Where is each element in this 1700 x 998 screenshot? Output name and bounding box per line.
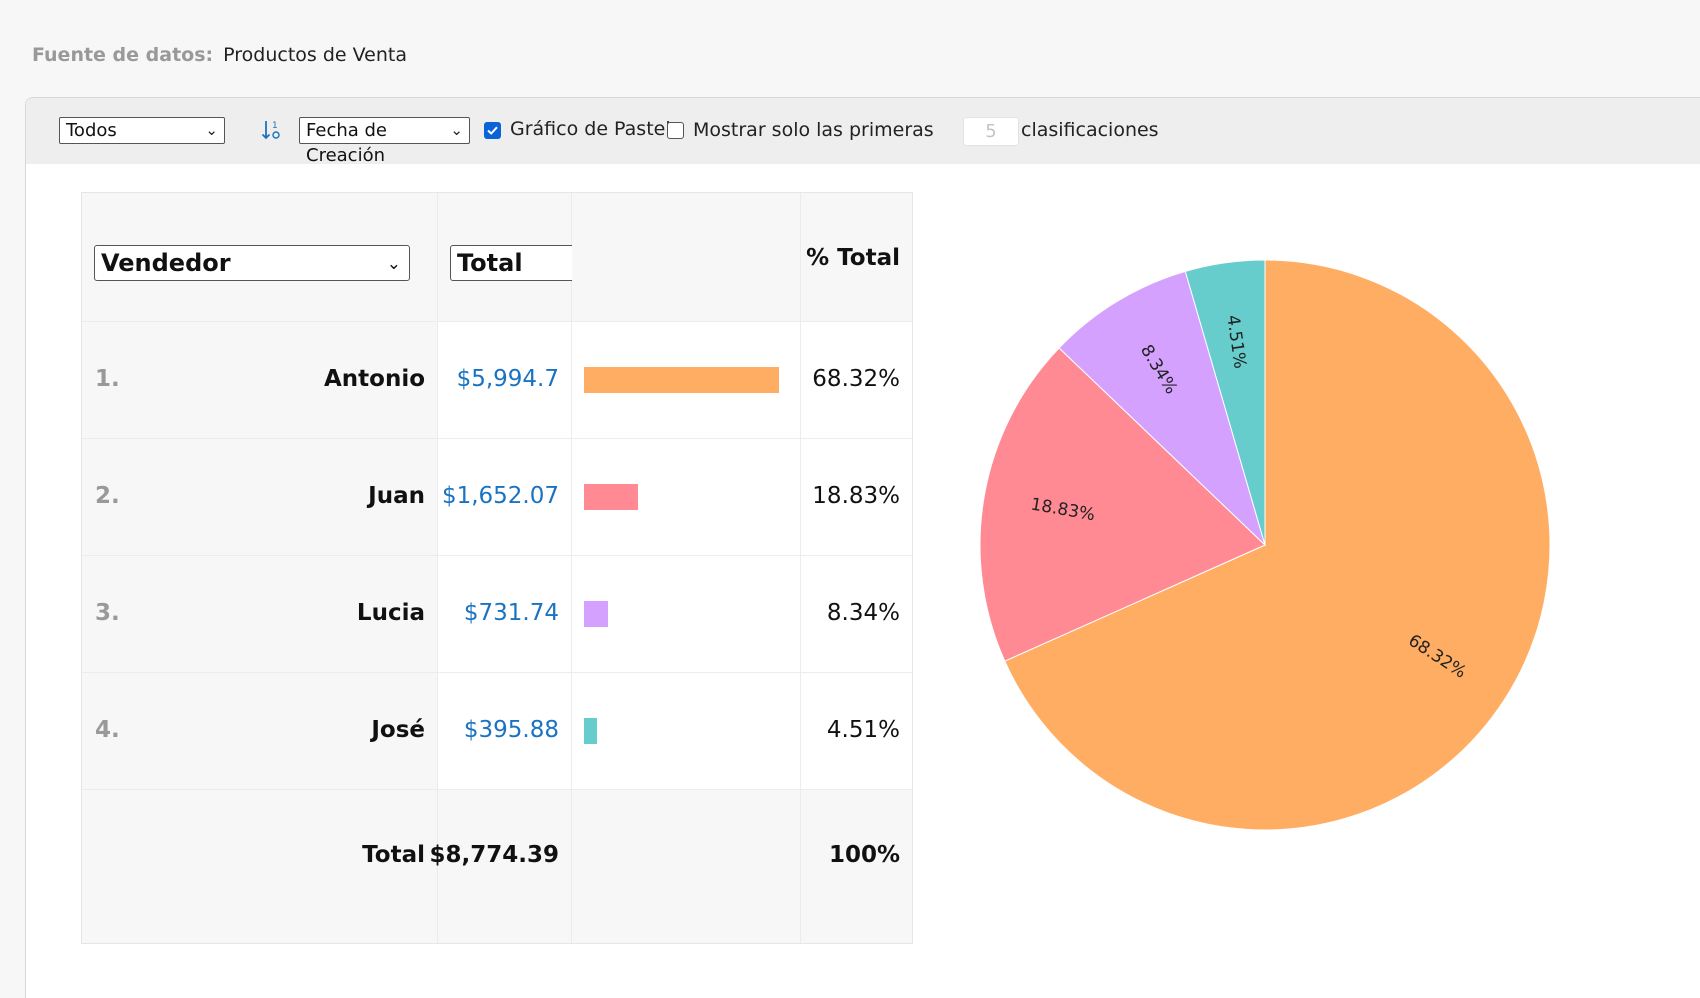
datasource-info: Fuente de datos: Productos de Venta [32, 44, 407, 66]
group-by-value: Vendedor [101, 249, 231, 277]
pie-slice-juan[interactable] [980, 347, 1266, 662]
rank-number: 1. [95, 366, 120, 392]
share-bar [584, 601, 608, 627]
footer-amount: $8,774.39 [429, 842, 560, 868]
checkmark-icon [487, 126, 498, 135]
rank-number: 4. [95, 717, 120, 743]
seller-pct: 18.83% [812, 483, 900, 509]
share-bar [584, 484, 638, 510]
pie-slice-lucia[interactable] [1058, 270, 1267, 547]
filter-select[interactable]: Todos ⌄ [59, 117, 225, 144]
pie-chart-label: Gráfico de Pastel [510, 118, 671, 140]
table-header: Vendedor ⌄ Total ⌄ % Total [82, 193, 912, 322]
seller-name: Antonio [323, 366, 425, 392]
svg-text:1: 1 [272, 121, 278, 131]
table-footer: Total $8,774.39 100% [82, 790, 912, 943]
group-by-select[interactable]: Vendedor ⌄ [94, 245, 410, 281]
topn-label-before: Mostrar solo las primeras [693, 119, 934, 141]
seller-pct: 68.32% [812, 366, 900, 392]
rank-number: 3. [95, 600, 120, 626]
footer-pct: 100% [828, 842, 900, 868]
seller-name: José [371, 717, 425, 743]
footer-label: Total [362, 842, 425, 868]
pie-chart: 68.32%18.83%8.34% 4.51% [980, 260, 1550, 830]
ranking-table: Vendedor ⌄ Total ⌄ % Total 1. Antonio $5,9… [81, 192, 913, 944]
seller-total-link[interactable]: $1,652.07 [441, 483, 559, 509]
seller-total-link[interactable]: $5,994.7 [456, 366, 559, 392]
share-bar [584, 718, 597, 744]
rank-number: 2. [95, 483, 120, 509]
toolbar: Todos ⌄ 1 Fecha de Creación ⌄ Gráfico de… [26, 98, 1700, 166]
pie-slice-josé[interactable] [1184, 260, 1266, 546]
seller-name: Lucia [356, 600, 425, 626]
filter-select-value: Todos [66, 120, 117, 141]
share-bar [584, 367, 779, 393]
date-select-value: Fecha de Creación [306, 120, 387, 166]
table-row[interactable]: 3. Lucia $731.74 8.34% [82, 556, 912, 673]
chevron-down-icon: ⌄ [205, 121, 218, 139]
topn-checkbox[interactable] [667, 122, 684, 139]
pie-chart-checkbox[interactable] [484, 122, 501, 139]
seller-pct: 8.34% [826, 600, 900, 626]
pct-total-header: % Total [806, 245, 900, 271]
table-row[interactable]: 4. José $395.88 4.51% [82, 673, 912, 790]
chevron-down-icon: ⌄ [386, 254, 401, 274]
datasource-value: Productos de Venta [223, 44, 407, 66]
table-row[interactable]: 1. Antonio $5,994.7 68.32% [82, 322, 912, 439]
seller-total-link[interactable]: $731.74 [463, 600, 559, 626]
topn-input[interactable]: 5 [963, 117, 1019, 146]
chevron-down-icon: ⌄ [450, 121, 463, 139]
date-select[interactable]: Fecha de Creación ⌄ [299, 117, 470, 166]
seller-pct: 4.51% [826, 717, 900, 743]
measure-value: Total [457, 249, 523, 277]
datasource-label: Fuente de datos: [32, 44, 214, 66]
table-row[interactable]: 2. Juan $1,652.07 18.83% [82, 439, 912, 556]
pie-slice-antonio[interactable] [1004, 260, 1550, 830]
topn-label-after: clasificaciones [1021, 119, 1159, 141]
sort-ascending-icon[interactable]: 1 [260, 118, 284, 142]
seller-name: Juan [368, 483, 425, 509]
seller-total-link[interactable]: $395.88 [463, 717, 559, 743]
